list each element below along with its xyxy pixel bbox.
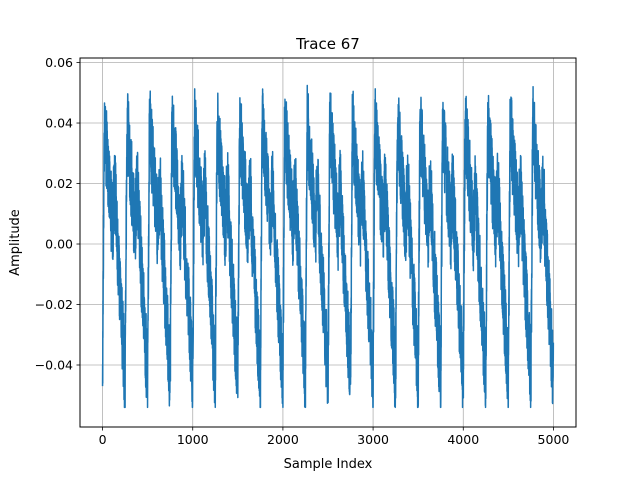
chart-title: Trace 67	[295, 35, 360, 53]
y-tick-label: −0.02	[35, 297, 73, 312]
x-tick-label: 5000	[538, 432, 570, 447]
y-axis-title: Amplitude	[8, 209, 23, 276]
series-layer	[101, 84, 555, 409]
y-tick-label: −0.04	[35, 357, 73, 372]
x-tick-label: 2000	[267, 432, 299, 447]
x-tick-label: 4000	[447, 432, 479, 447]
y-tick-label: 0.02	[45, 176, 73, 191]
y-tick-label: 0.06	[45, 55, 73, 70]
y-tick-label: 0.00	[45, 237, 73, 252]
y-axis: −0.04 −0.02 0.00 0.02 0.04 0.06	[35, 55, 80, 372]
x-axis: 0 1000 2000 3000 4000 5000	[99, 427, 570, 447]
x-tick-label: 3000	[357, 432, 389, 447]
plot-frame	[79, 57, 577, 428]
y-tick-label: 0.04	[45, 116, 73, 131]
series-line	[101, 84, 555, 409]
x-tick-label: 0	[99, 432, 107, 447]
x-axis-title: Sample Index	[284, 457, 373, 472]
x-tick-label: 1000	[177, 432, 209, 447]
